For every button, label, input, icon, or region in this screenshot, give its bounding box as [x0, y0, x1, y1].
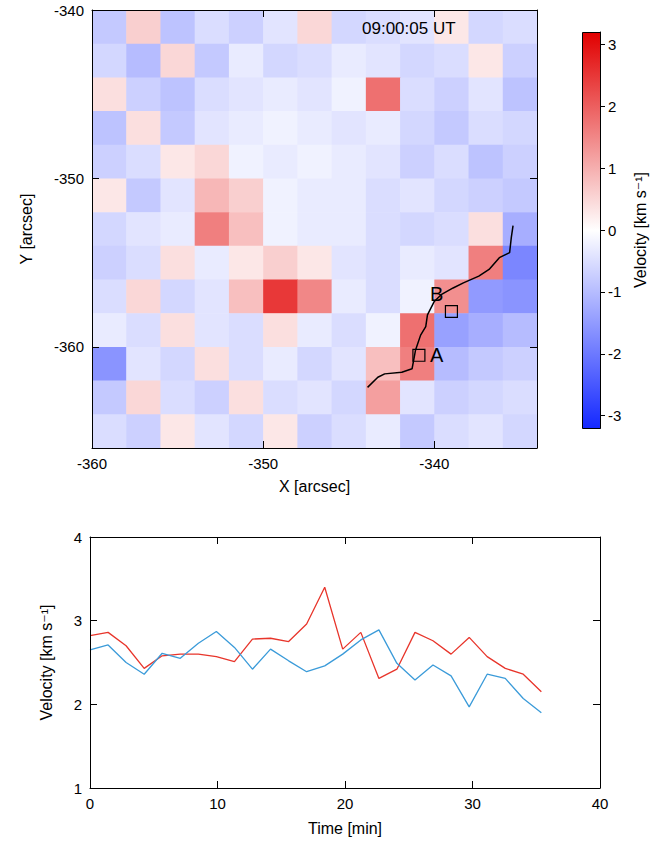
- svg-text:10: 10: [209, 795, 226, 812]
- svg-text:09:00:05 UT: 09:00:05 UT: [362, 19, 456, 38]
- svg-text:1: 1: [608, 160, 616, 177]
- svg-text:-340: -340: [419, 455, 449, 472]
- svg-text:B: B: [430, 283, 443, 305]
- svg-text:-2: -2: [608, 345, 621, 362]
- svg-text:0: 0: [608, 222, 616, 239]
- svg-text:-1: -1: [608, 283, 621, 300]
- svg-text:A: A: [430, 344, 444, 366]
- svg-text:-350: -350: [54, 170, 84, 187]
- svg-text:20: 20: [337, 795, 354, 812]
- svg-text:-360: -360: [54, 338, 84, 355]
- svg-text:Velocity [km s⁻¹]: Velocity [km s⁻¹]: [632, 172, 649, 288]
- svg-text:-360: -360: [77, 455, 107, 472]
- svg-text:-3: -3: [608, 407, 621, 424]
- svg-text:0: 0: [86, 795, 94, 812]
- svg-text:-340: -340: [54, 2, 84, 19]
- svg-text:1: 1: [74, 780, 82, 797]
- svg-text:-350: -350: [248, 455, 278, 472]
- svg-text:2: 2: [74, 696, 82, 713]
- svg-text:4: 4: [74, 529, 82, 546]
- svg-text:3: 3: [608, 36, 616, 53]
- svg-text:30: 30: [464, 795, 481, 812]
- svg-text:Y [arcsec]: Y [arcsec]: [18, 194, 35, 265]
- svg-text:Time [min]: Time [min]: [308, 820, 382, 837]
- svg-text:40: 40: [592, 795, 609, 812]
- svg-text:3: 3: [74, 612, 82, 629]
- svg-text:X [arcsec]: X [arcsec]: [279, 478, 350, 495]
- svg-text:Velocity [km s⁻¹]: Velocity [km s⁻¹]: [38, 604, 55, 720]
- svg-text:2: 2: [608, 98, 616, 115]
